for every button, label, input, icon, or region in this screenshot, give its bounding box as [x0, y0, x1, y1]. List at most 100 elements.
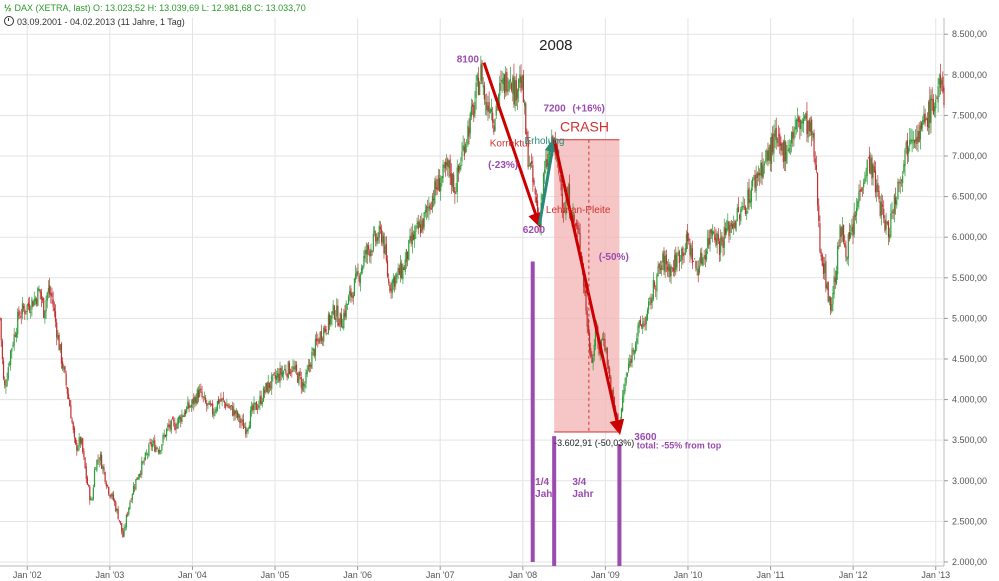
candle [532, 156, 534, 192]
candle [464, 142, 467, 154]
candle [25, 311, 27, 315]
korrektur-percent: (-23%) [488, 160, 518, 171]
candle [825, 253, 827, 293]
candle [520, 64, 522, 93]
candle [165, 427, 168, 441]
lehman-label: Lehman-Pleite [546, 205, 611, 216]
y-axis: 2.000,00 2.500,00 3.000,00 3.500,00 4.000,00… [944, 29, 987, 567]
candle [697, 260, 699, 283]
candle [47, 280, 50, 299]
candle [56, 318, 58, 346]
candle [191, 398, 194, 409]
candle [319, 331, 321, 345]
candle [14, 331, 16, 338]
candle [515, 73, 517, 107]
candle [196, 387, 198, 405]
crash-percent: (-50%) [599, 252, 629, 263]
candle [696, 260, 698, 276]
candle [917, 124, 919, 153]
candle [147, 452, 149, 460]
candle [561, 184, 563, 219]
candle [340, 308, 343, 328]
candle [749, 190, 751, 208]
candle [883, 200, 885, 224]
candle [933, 102, 936, 118]
candle [279, 361, 281, 388]
candle [770, 132, 773, 173]
candle [800, 119, 802, 136]
candle [750, 180, 753, 210]
crash-label: CRASH [560, 119, 609, 135]
candle [369, 249, 371, 263]
candle [898, 179, 900, 193]
candle [489, 107, 491, 114]
candle [332, 299, 334, 316]
candle [648, 298, 650, 314]
korrektur-label: Korrektur [490, 138, 532, 149]
candle [136, 477, 138, 480]
candle [89, 484, 91, 505]
x-tick-label: Jan '12 [839, 570, 868, 580]
candle [892, 208, 894, 220]
candle [217, 396, 220, 405]
candle [909, 127, 911, 152]
candle [169, 420, 171, 433]
candle [384, 236, 386, 255]
candle [76, 439, 78, 456]
candle [826, 281, 828, 291]
candle [483, 81, 486, 105]
candle [853, 202, 855, 238]
candle [182, 415, 184, 418]
candle [424, 203, 426, 218]
candle [781, 142, 783, 155]
candle [128, 507, 130, 517]
candle [473, 102, 475, 122]
candle [536, 193, 539, 218]
candle [721, 232, 723, 246]
candle [772, 126, 774, 156]
candle [71, 417, 73, 424]
candles [0, 55, 945, 538]
candle [773, 124, 775, 162]
candle [492, 107, 494, 129]
candle [674, 249, 676, 277]
candle [391, 279, 393, 299]
candle [200, 383, 202, 393]
candle [220, 392, 222, 402]
candle [451, 172, 454, 192]
candle [523, 99, 526, 115]
candle [379, 221, 382, 235]
candle [936, 95, 938, 100]
candle [460, 157, 462, 172]
candle [861, 186, 864, 197]
candle [793, 126, 795, 147]
candle [223, 400, 226, 409]
candle [812, 131, 814, 142]
candle [545, 150, 547, 175]
candle [41, 296, 44, 304]
candle [129, 500, 131, 510]
candle [837, 241, 839, 281]
candle [303, 378, 305, 392]
candle [150, 439, 152, 451]
candle [70, 400, 72, 419]
candle [414, 225, 416, 248]
candle [62, 357, 64, 371]
candle [639, 315, 641, 326]
candle [435, 175, 437, 196]
x-tick-label: Jan '02 [13, 570, 42, 580]
candle [870, 152, 872, 175]
candle [208, 400, 210, 405]
candle [466, 139, 468, 153]
candle [488, 91, 490, 119]
candle [288, 360, 291, 375]
candle [142, 460, 144, 465]
candle [18, 306, 20, 320]
candle [203, 391, 205, 401]
candle [161, 443, 163, 454]
candle [126, 511, 129, 518]
candle [635, 341, 637, 355]
candle [768, 144, 770, 165]
candle [690, 242, 692, 260]
candle [828, 295, 830, 306]
